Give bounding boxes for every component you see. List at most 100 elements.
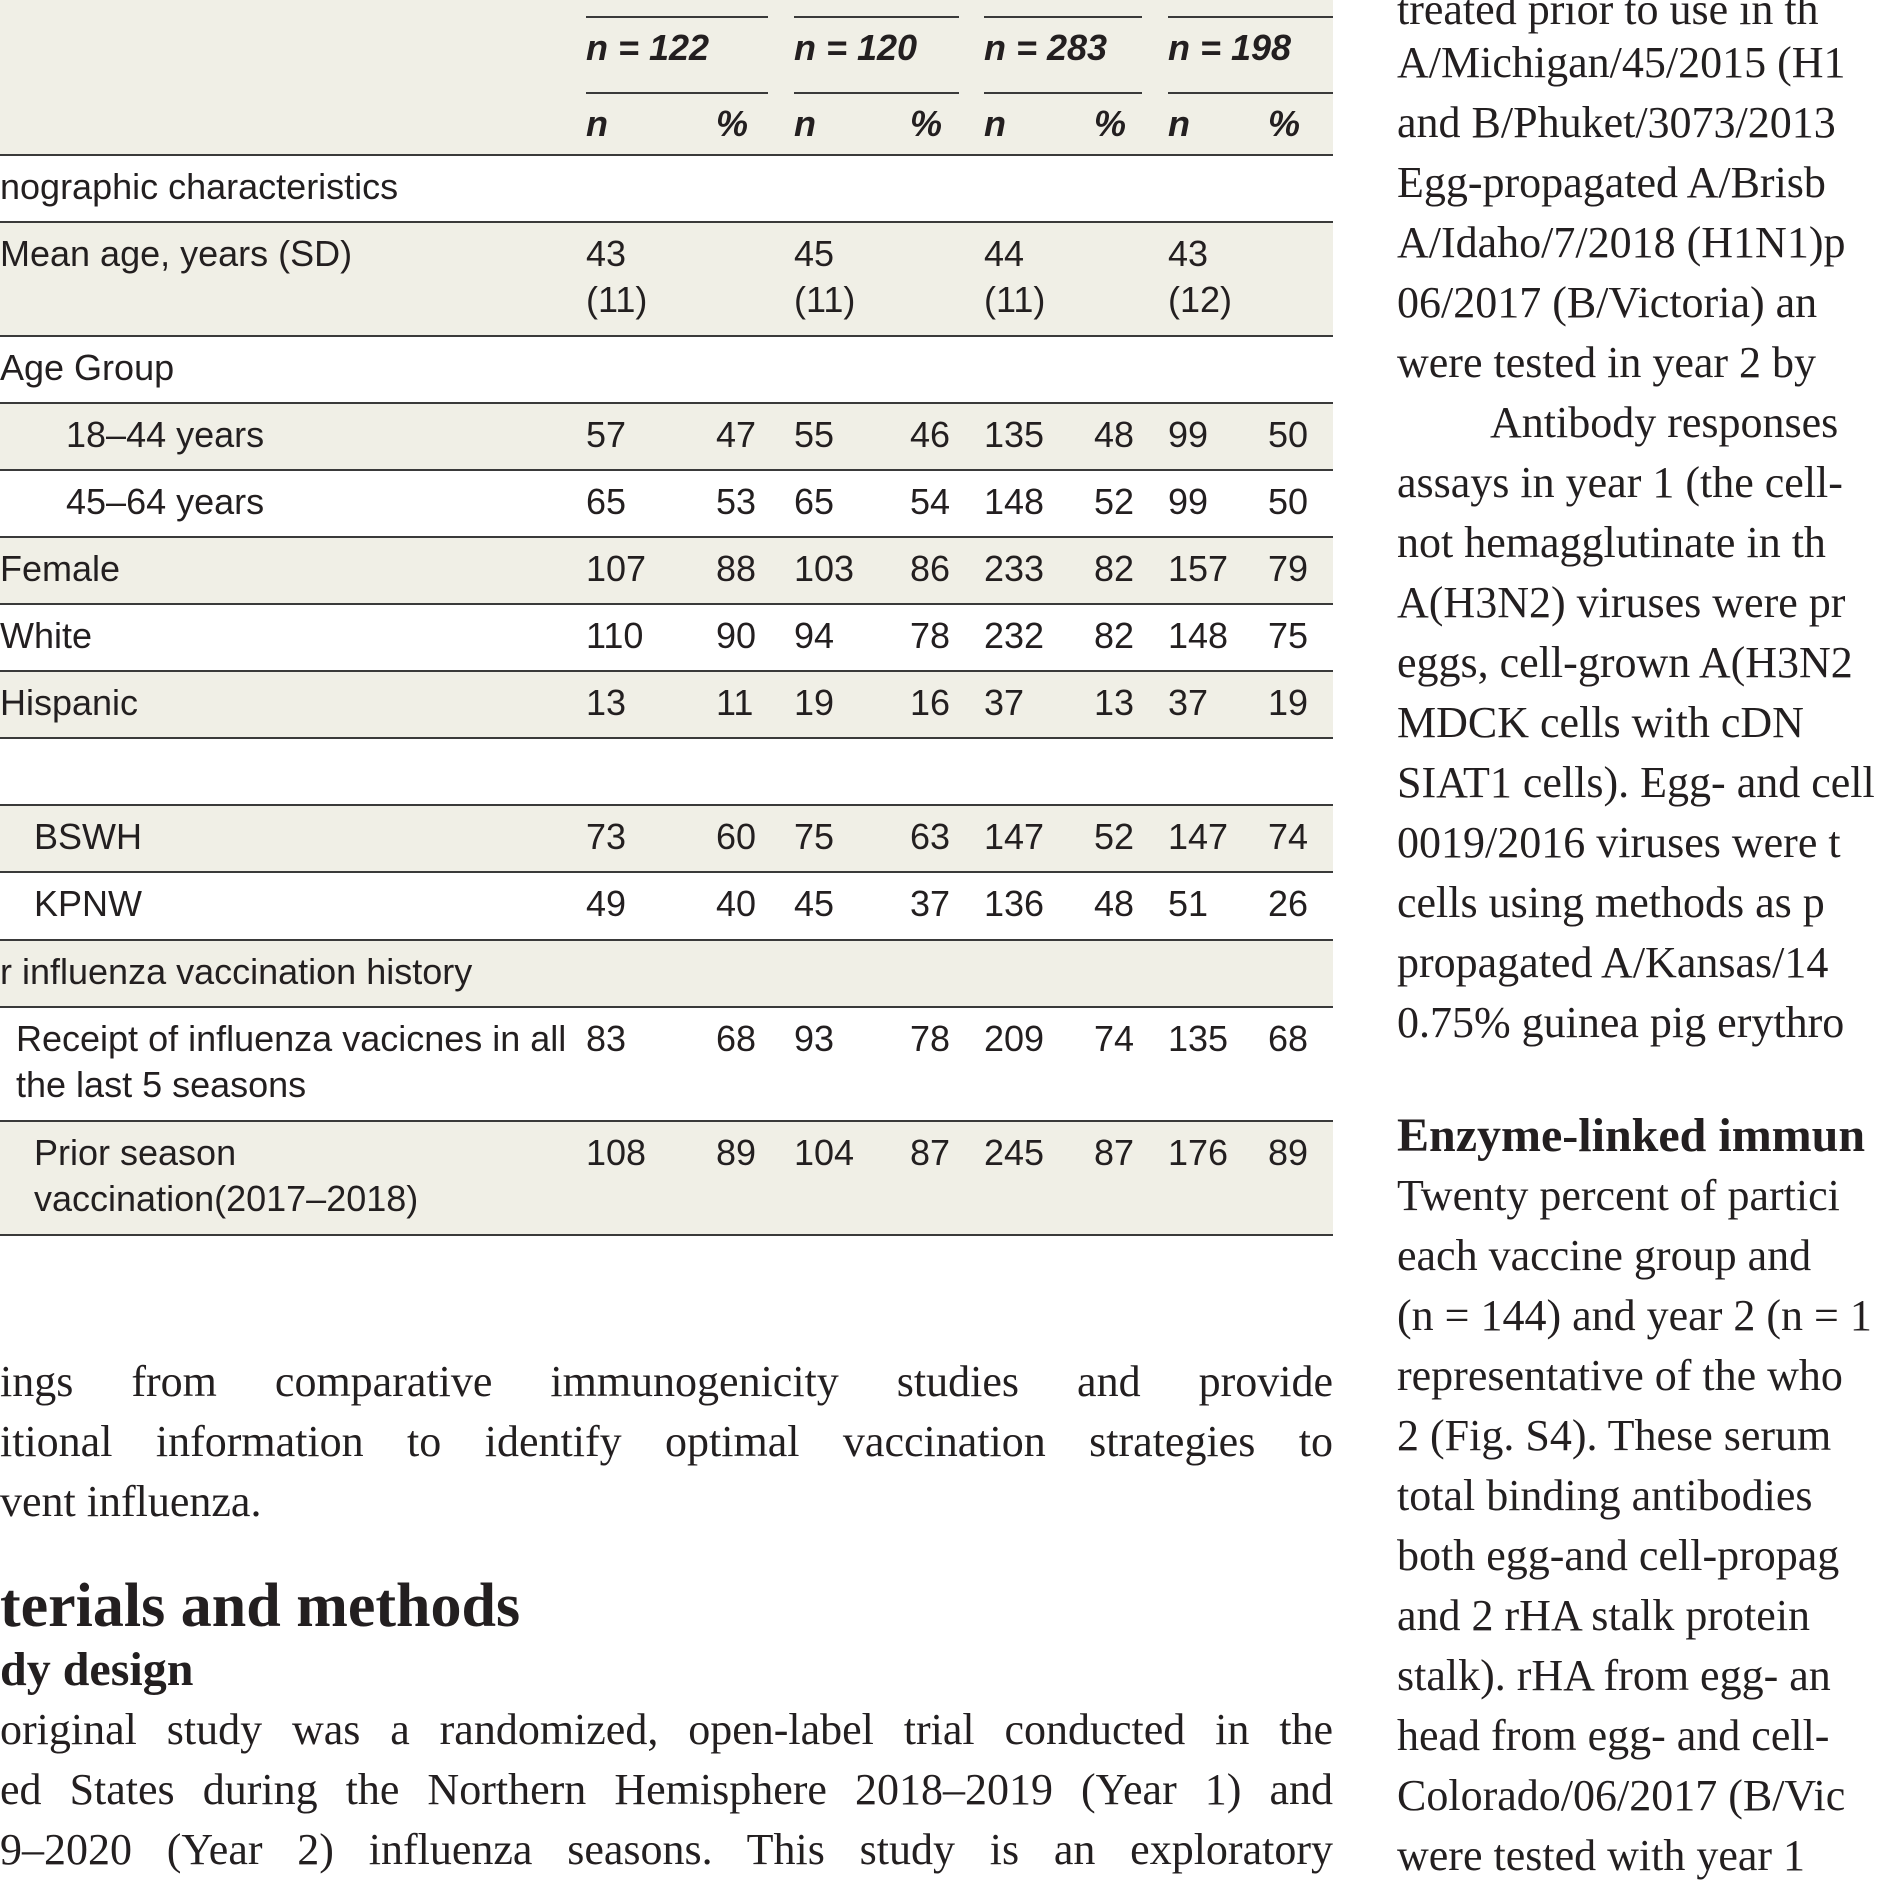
- table-cell: 74: [1094, 1018, 1135, 1059]
- table-cell: 53: [716, 481, 757, 522]
- right-line: stalk). rHA from egg- an: [1397, 1651, 1831, 1700]
- table-cell: 37: [910, 883, 951, 924]
- table-cell: 75: [1268, 615, 1309, 656]
- table-cell: 232: [984, 615, 1045, 656]
- cell-mean-age-g4: 43 (12): [1168, 233, 1233, 320]
- right-line: were tested with year 1: [1397, 1831, 1806, 1880]
- table-cell: 83: [586, 1018, 627, 1059]
- table-cell: 13: [1094, 682, 1135, 723]
- table-cell: 65: [794, 481, 835, 522]
- right-line: Twenty percent of partici: [1397, 1171, 1840, 1220]
- right-line: assays in year 1 (the cell-: [1397, 458, 1843, 507]
- para-line: 9–2020 (Year 2) influenza seasons. This …: [0, 1825, 1333, 1874]
- right-line: propagated A/Kansas/14: [1397, 938, 1829, 987]
- para-line: ings from comparative immunogenicity stu…: [0, 1357, 1333, 1406]
- row-rule: [0, 469, 1333, 471]
- row-band-bswh: [0, 805, 1333, 872]
- table-cell: 89: [716, 1132, 757, 1173]
- table-cell: 99: [1168, 481, 1209, 522]
- row-label-hispanic: Hispanic: [0, 682, 139, 723]
- table-cell: 50: [1268, 481, 1309, 522]
- row-rule: [0, 335, 1333, 337]
- table-cell: 26: [1268, 883, 1309, 924]
- right-line: 06/2017 (B/Victoria) an: [1397, 278, 1818, 327]
- table-cell: 233: [984, 548, 1045, 589]
- table-cell: 110: [586, 615, 644, 656]
- table-cell: 135: [984, 414, 1045, 455]
- right-line: eggs, cell-grown A(H3N2: [1397, 638, 1853, 687]
- table-cell: 78: [910, 615, 951, 656]
- table-cell: 57: [586, 414, 627, 455]
- table-cell: 13: [586, 682, 627, 723]
- cell-mean-age-g2: 45 (11): [794, 233, 856, 320]
- table-cell: 47: [716, 414, 757, 455]
- right-line: not hemagglutinate in th: [1397, 518, 1826, 567]
- row-label-receipt-5-seasons: Receipt of influenza vacicnes in all the…: [16, 1018, 567, 1105]
- table-cell: 148: [1168, 615, 1229, 656]
- row-band-prior-season: [0, 1121, 1333, 1234]
- table-cell: 88: [716, 548, 757, 589]
- section-heading: terials and methods: [0, 1572, 521, 1640]
- right-line: SIAT1 cells). Egg- and cell: [1397, 758, 1875, 807]
- table-cell: 82: [1094, 615, 1135, 656]
- table-cell: 90: [716, 615, 757, 656]
- right-line: total binding antibodies: [1397, 1471, 1813, 1520]
- table-cell: 68: [1268, 1018, 1309, 1059]
- table-cell: 103: [794, 548, 855, 589]
- table-cell: 147: [1168, 816, 1229, 857]
- right-line: 0019/2016 viruses were t: [1397, 818, 1841, 867]
- row-rule: [0, 221, 1333, 223]
- table-cell: 46: [910, 414, 951, 455]
- group-rule-3-bottom: [984, 92, 1142, 94]
- table-cell: 209: [984, 1018, 1045, 1059]
- table-cell: 52: [1094, 816, 1135, 857]
- subheader-pct-1: %: [716, 103, 749, 144]
- right-line: Colorado/06/2017 (B/Vic: [1397, 1771, 1846, 1820]
- row-rule: [0, 1234, 1333, 1236]
- row-rule: [0, 1006, 1333, 1008]
- table-cell: 86: [910, 548, 951, 589]
- table-cell: 51: [1168, 883, 1209, 924]
- table-cell: 93: [794, 1018, 835, 1059]
- para-line: original study was a randomized, open-la…: [0, 1705, 1333, 1754]
- group-header-4: n = 198: [1168, 27, 1292, 68]
- subsection-heading: dy design: [0, 1643, 194, 1696]
- table-cell: 176: [1168, 1132, 1229, 1173]
- row-label-age-group: Age Group: [0, 347, 175, 388]
- table-cell: 49: [586, 883, 627, 924]
- group-rule-4-bottom: [1168, 92, 1333, 94]
- group-rule-4-top: [1168, 16, 1333, 18]
- table-cell: 68: [716, 1018, 757, 1059]
- right-line: MDCK cells with cDN: [1397, 698, 1804, 747]
- table-cell: 78: [910, 1018, 951, 1059]
- table-cell: 19: [794, 682, 835, 723]
- subheader-n-4: n: [1168, 103, 1190, 144]
- table-cell: 99: [1168, 414, 1209, 455]
- table-cell: 60: [716, 816, 757, 857]
- row-band-mean-age: [0, 222, 1333, 335]
- right-line: (n = 144) and year 2 (n = 1: [1397, 1291, 1872, 1340]
- row-label-18-44: 18–44 years: [66, 414, 265, 455]
- right-line: representative of the who: [1397, 1351, 1843, 1400]
- table-cell: 55: [794, 414, 835, 455]
- group-rule-2-bottom: [794, 92, 959, 94]
- group-rule-1-bottom: [586, 92, 768, 94]
- table-cell: 79: [1268, 548, 1309, 589]
- elisa-heading: Enzyme-linked immun: [1397, 1109, 1866, 1162]
- row-rule: [0, 737, 1333, 739]
- table-cell: 37: [1168, 682, 1209, 723]
- subheader-pct-4: %: [1268, 103, 1301, 144]
- table-cell: 104: [794, 1132, 855, 1173]
- table-cell: 52: [1094, 481, 1135, 522]
- subheader-pct-3: %: [1094, 103, 1127, 144]
- right-line: both egg-and cell-propag: [1397, 1531, 1840, 1580]
- row-rule: [0, 603, 1333, 605]
- row-label-45-64: 45–64 years: [66, 481, 265, 522]
- table-cell: 157: [1168, 548, 1229, 589]
- right-line: head from egg- and cell-: [1397, 1711, 1830, 1760]
- row-label-white: White: [0, 615, 93, 656]
- table-cell: 94: [794, 615, 835, 656]
- row-label-section-history: r influenza vaccination history: [0, 951, 473, 992]
- table-cell: 11: [716, 682, 754, 723]
- para-line: vent influenza.: [0, 1477, 262, 1526]
